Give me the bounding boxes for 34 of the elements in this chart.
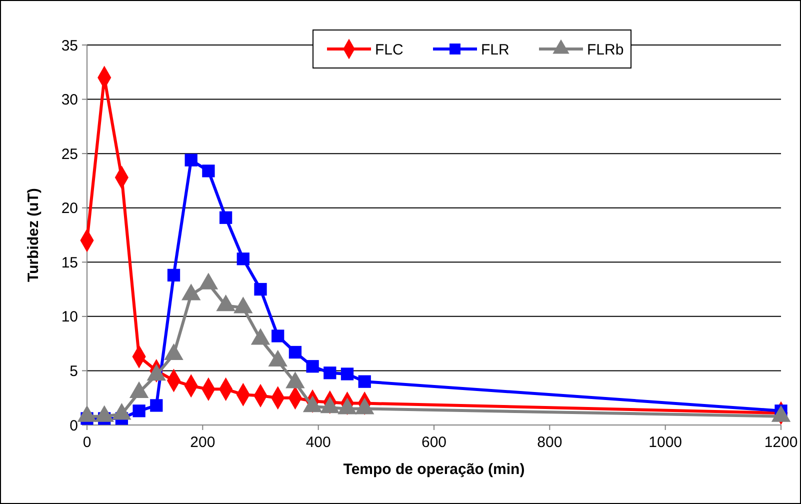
point xyxy=(340,368,354,380)
x-axis-title: Tempo de operação (min) xyxy=(343,461,525,478)
point xyxy=(288,346,302,359)
legend-label: FLRb xyxy=(587,41,624,58)
x-tick-label: 800 xyxy=(537,434,562,451)
point xyxy=(236,252,250,266)
legend-label: FLC xyxy=(375,41,404,58)
x-tick-label: 200 xyxy=(190,434,216,451)
y-tick-label: 15 xyxy=(61,254,78,272)
y-tick-label: 0 xyxy=(70,417,78,434)
y-tick-label: 5 xyxy=(70,362,78,380)
x-tick-label: 0 xyxy=(82,434,92,451)
point xyxy=(254,282,267,296)
point xyxy=(132,404,146,418)
y-tick-label: 20 xyxy=(61,200,78,218)
point xyxy=(184,154,198,166)
point xyxy=(219,211,232,224)
point xyxy=(324,366,336,380)
y-axis-title: Turbidez (uT) xyxy=(25,188,42,282)
point xyxy=(306,360,319,373)
legend-label: FLR xyxy=(481,41,510,58)
x-tick-label: 1000 xyxy=(648,434,682,451)
y-tick-label: 10 xyxy=(61,308,78,326)
x-tick-label: 600 xyxy=(421,434,447,451)
point xyxy=(150,399,163,412)
y-tick-label: 30 xyxy=(61,92,78,109)
point xyxy=(167,268,180,282)
point xyxy=(272,330,284,342)
x-tick-label: 1200 xyxy=(764,434,798,451)
point xyxy=(358,375,371,388)
y-tick-label: 25 xyxy=(61,146,78,163)
x-tick-label: 400 xyxy=(306,434,331,451)
y-tick-label: 35 xyxy=(61,37,78,54)
point xyxy=(202,164,215,178)
